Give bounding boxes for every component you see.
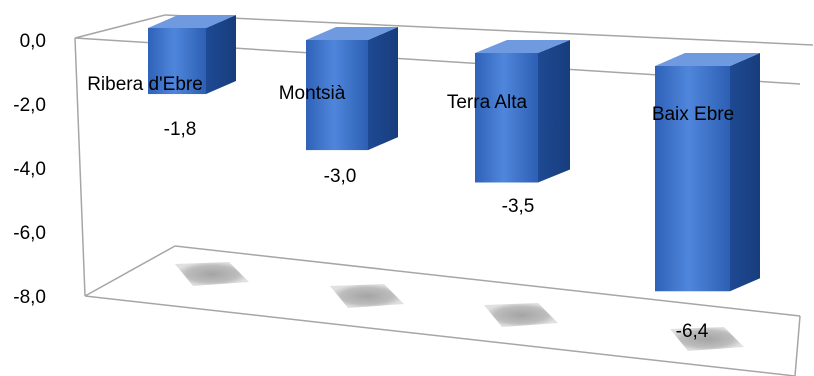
bar-shadow — [330, 284, 404, 308]
data-label: -1,8 — [164, 119, 197, 140]
bar — [306, 40, 368, 151]
bar-side — [368, 27, 398, 151]
category-label: Baix Ebre — [652, 104, 734, 125]
y-tick-label: -8,0 — [13, 287, 46, 308]
bar — [475, 53, 538, 183]
bar-top — [655, 53, 760, 66]
category-label: Montsià — [279, 83, 346, 104]
y-tick-label: 0,0 — [20, 31, 46, 52]
bars — [148, 15, 760, 292]
category-label: Terra Alta — [447, 92, 528, 113]
floor-back — [174, 245, 801, 317]
data-label: -3,5 — [502, 196, 535, 217]
bar-top — [306, 27, 398, 40]
labels: Ribera d'Ebre -1,8 Montsià -3,0 Terra Alta -3… — [87, 74, 734, 342]
floor-front — [84, 295, 796, 376]
category-label: Ribera d'Ebre — [87, 74, 203, 95]
bar-shadow — [484, 303, 558, 327]
value-axis — [74, 37, 86, 297]
bar-side — [538, 40, 570, 183]
data-label: -3,0 — [324, 166, 357, 187]
floor-left — [84, 245, 176, 297]
y-tick-label: -4,0 — [13, 159, 46, 180]
bar-side — [730, 53, 760, 292]
bar — [148, 28, 206, 95]
bar-shadows — [175, 262, 744, 351]
y-tick-label: -2,0 — [13, 95, 46, 116]
zero-plane-back — [74, 14, 166, 39]
bar-shadow — [670, 327, 744, 351]
y-axis-ticks: 0,0 -2,0 -4,0 -6,0 -8,0 — [13, 31, 46, 308]
bar-top — [475, 40, 570, 53]
floor-right — [794, 315, 801, 376]
bar-top — [148, 15, 236, 28]
top-back-edge — [164, 14, 814, 46]
bar — [655, 66, 730, 292]
bar-side — [206, 15, 236, 95]
y-tick-label: -6,0 — [13, 223, 46, 244]
data-label: -6,4 — [676, 321, 709, 342]
bar-shadow — [175, 262, 249, 286]
